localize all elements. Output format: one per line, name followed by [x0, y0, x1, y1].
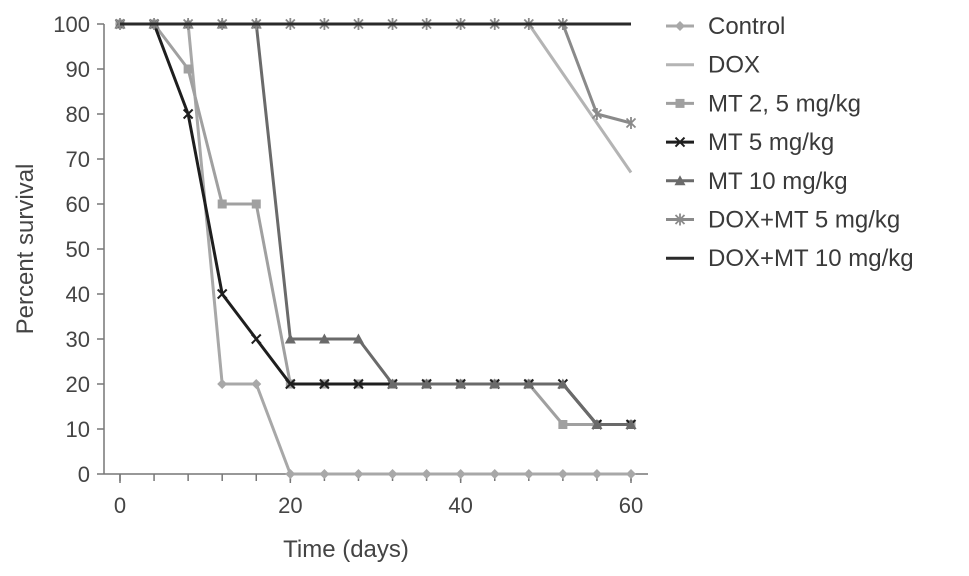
- data-point: [182, 108, 194, 120]
- x-axis-title: Time (days): [283, 536, 409, 563]
- y-tick-label: 0: [78, 462, 90, 487]
- data-point: [421, 378, 433, 389]
- data-point: [217, 379, 228, 389]
- data-point: [353, 469, 364, 479]
- legend-item: MT 10 mg/kg: [666, 168, 848, 195]
- y-tick-label: 50: [66, 237, 90, 262]
- x-tick-label: 40: [448, 493, 472, 518]
- legend-label: DOX+MT 10 mg/kg: [708, 245, 914, 272]
- legend-label: MT 10 mg/kg: [708, 168, 848, 195]
- legend-marker: [675, 21, 685, 31]
- y-tick-label: 70: [66, 147, 90, 172]
- series-line: [120, 22, 631, 426]
- x-ticks: 0 20 40 60: [114, 474, 643, 518]
- legend-item: MT 2, 5 mg/kg: [666, 90, 861, 117]
- legend-item: DOX+MT 10 mg/kg: [666, 245, 914, 272]
- data-point: [591, 108, 603, 120]
- x-tick-label: 20: [278, 493, 302, 518]
- data-point: [626, 469, 636, 479]
- data-point: [353, 378, 364, 390]
- data-point: [625, 117, 637, 129]
- data-point: [183, 64, 193, 74]
- axes: 0 10 20 30 40 50 60 70 80 90 100 0 20 40 60: [53, 12, 648, 518]
- legend-item: Control: [666, 13, 785, 40]
- data-point: [625, 419, 637, 429]
- data-point: [251, 199, 261, 209]
- legend-item: MT 5 mg/kg: [666, 129, 834, 156]
- y-tick-label: 20: [66, 372, 90, 397]
- data-point: [557, 469, 568, 479]
- legend: Control DOX MT 2, 5 mg/kg MT 5 mg/kg MT 10 m…: [666, 13, 914, 272]
- series-line: [120, 22, 631, 426]
- data-point: [319, 378, 330, 390]
- legend-label: MT 5 mg/kg: [708, 129, 834, 156]
- legend-marker: [675, 98, 685, 108]
- data-point: [285, 469, 296, 479]
- legend-label: Control: [708, 13, 785, 40]
- x-tick-label: 60: [619, 493, 643, 518]
- data-point: [523, 469, 534, 479]
- legend-item: DOX: [666, 52, 760, 79]
- data-point: [387, 469, 398, 479]
- data-point: [217, 199, 227, 209]
- data-point: [489, 469, 500, 479]
- y-tick-label: 10: [66, 417, 90, 442]
- legend-item: DOX+MT 5 mg/kg: [666, 207, 900, 234]
- data-point: [387, 378, 399, 389]
- series-line: [120, 22, 631, 476]
- legend-marker: [674, 136, 686, 148]
- data-point: [489, 378, 501, 389]
- data-point: [523, 378, 535, 389]
- data-point: [591, 469, 602, 479]
- legend-label: DOX+MT 5 mg/kg: [708, 207, 900, 234]
- data-point: [591, 419, 603, 429]
- y-ticks: 0 10 20 30 40 50 60 70 80 90 100: [53, 12, 104, 487]
- data-point: [455, 469, 466, 479]
- y-tick-label: 80: [66, 102, 90, 127]
- data-point: [285, 378, 296, 390]
- data-point: [318, 333, 330, 344]
- y-tick-label: 40: [66, 282, 90, 307]
- series-line: [120, 22, 631, 426]
- legend-label: DOX: [708, 52, 760, 79]
- y-tick-label: 100: [53, 12, 90, 37]
- y-tick-label: 60: [66, 192, 90, 217]
- y-axis-title: Percent survival: [12, 164, 39, 335]
- data-point: [251, 379, 262, 389]
- series-group: [114, 18, 637, 479]
- y-tick-label: 30: [66, 327, 90, 352]
- data-point: [284, 333, 296, 344]
- data-point: [557, 378, 569, 389]
- data-point: [558, 420, 568, 429]
- y-tick-label: 90: [66, 57, 90, 82]
- legend-label: MT 2, 5 mg/kg: [708, 90, 861, 117]
- legend-marker: [674, 213, 686, 226]
- legend-marker: [674, 175, 686, 186]
- data-point: [352, 333, 364, 344]
- data-point: [455, 378, 467, 389]
- data-point: [319, 469, 330, 479]
- x-tick-label: 0: [114, 493, 126, 518]
- data-point: [216, 288, 228, 300]
- data-point: [251, 333, 262, 345]
- data-point: [421, 469, 432, 479]
